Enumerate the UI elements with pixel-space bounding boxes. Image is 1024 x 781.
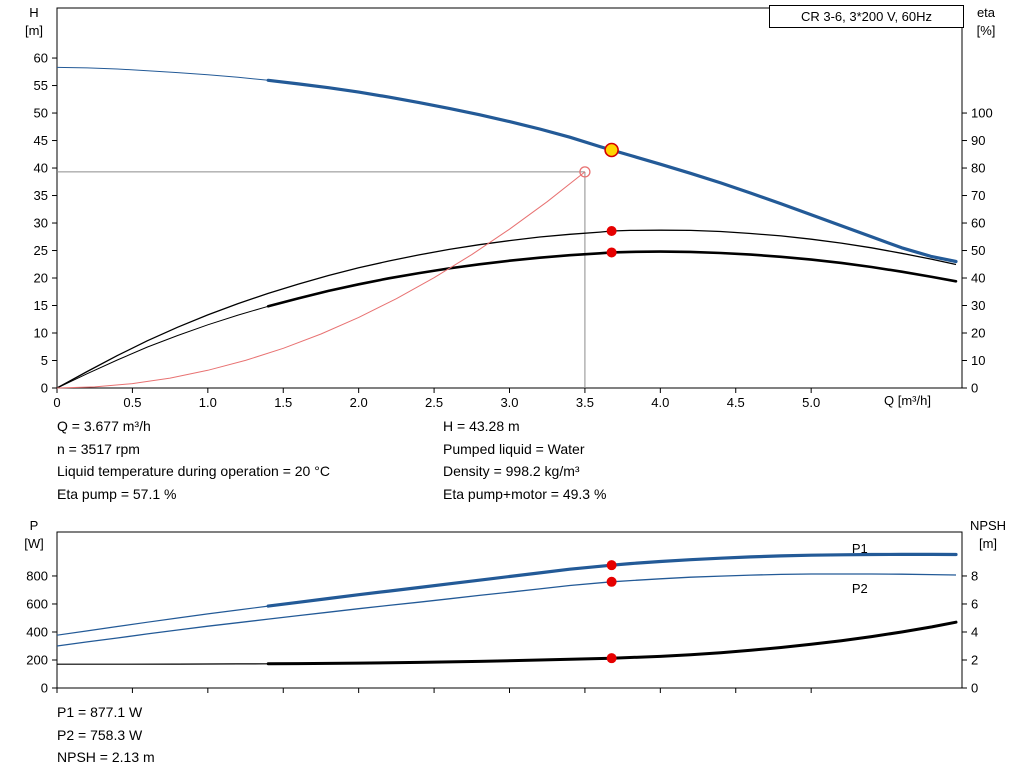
x-tick-label: 0.5 bbox=[123, 395, 141, 410]
p-axis-label-line1: P bbox=[29, 518, 39, 533]
npsh-axis-label-line1: NPSH bbox=[969, 518, 1007, 533]
npsh-axis-label: NPSH [m] bbox=[959, 517, 1017, 553]
right-tick-label: 4 bbox=[971, 624, 978, 639]
power-info: P1 = 877.1 W P2 = 758.3 W NPSH = 2.13 m bbox=[57, 701, 155, 769]
left-tick-label: 45 bbox=[34, 133, 48, 148]
info-eta-pump-motor: Eta pump+motor = 49.3 % bbox=[443, 486, 607, 503]
x-tick-label: 0 bbox=[53, 395, 60, 410]
x-tick-label: 4.0 bbox=[651, 395, 669, 410]
eta-pump-motor-curve bbox=[266, 250, 958, 308]
duty-info-right: H = 43.28 m Pumped liquid = Water Densit… bbox=[443, 415, 606, 506]
left-tick-label: 0 bbox=[41, 681, 48, 696]
right-tick-label: 80 bbox=[971, 161, 985, 176]
curve-point-marker bbox=[606, 225, 617, 236]
p1-curve-thin bbox=[56, 605, 269, 636]
right-tick-label: 40 bbox=[971, 271, 985, 286]
npsh-axis-label-line2: [m] bbox=[978, 536, 998, 551]
right-tick-label: 70 bbox=[971, 188, 985, 203]
eta-axis-label-line2: [%] bbox=[976, 23, 996, 38]
info-pumped-liquid: Pumped liquid = Water bbox=[443, 440, 585, 457]
curve-point-marker bbox=[606, 576, 617, 587]
p-axis-label: P [W] bbox=[13, 517, 55, 553]
info-flow: Q = 3.677 m³/h bbox=[57, 418, 151, 434]
left-tick-label: 40 bbox=[34, 161, 48, 176]
eta-pump-curve bbox=[56, 229, 957, 389]
info-liquid-temperature: Liquid temperature during operation = 20… bbox=[57, 463, 330, 480]
pump-title-box: CR 3-6, 3*200 V, 60Hz bbox=[769, 5, 964, 28]
eta-axis-label: eta [%] bbox=[965, 4, 1007, 40]
x-tick-label: 1.5 bbox=[274, 395, 292, 410]
head-curve-thin bbox=[56, 66, 269, 81]
left-tick-label: 15 bbox=[34, 298, 48, 313]
info-head: H = 43.28 m bbox=[443, 418, 520, 434]
x-tick-label: 4.5 bbox=[727, 395, 745, 410]
left-tick-label: 50 bbox=[34, 106, 48, 121]
right-tick-label: 50 bbox=[971, 243, 985, 258]
info-speed: n = 3517 rpm bbox=[57, 440, 140, 457]
info-npsh: NPSH = 2.13 m bbox=[57, 749, 155, 766]
eta-axis-label-line1: eta bbox=[976, 5, 996, 20]
left-tick-label: 400 bbox=[26, 624, 48, 639]
h-axis-label-line1: H bbox=[29, 5, 39, 20]
curve-point-marker bbox=[606, 560, 617, 571]
p1-curve bbox=[266, 552, 958, 608]
p2-curve bbox=[56, 573, 957, 647]
curve-point-marker bbox=[606, 247, 617, 258]
x-tick-label: 5.0 bbox=[802, 395, 820, 410]
h-axis-label-line2: [m] bbox=[24, 23, 44, 38]
info-density: Density = 998.2 kg/m³ bbox=[443, 463, 580, 480]
left-tick-label: 35 bbox=[34, 188, 48, 203]
left-tick-label: 55 bbox=[34, 78, 48, 93]
x-tick-label: 3.5 bbox=[576, 395, 594, 410]
right-tick-label: 20 bbox=[971, 326, 985, 341]
right-tick-label: 100 bbox=[971, 106, 993, 121]
duty-point-marker bbox=[604, 142, 619, 158]
duty-parabola-curve bbox=[56, 171, 586, 389]
left-tick-label: 30 bbox=[34, 216, 48, 231]
q-axis-label: Q [m³/h] bbox=[884, 393, 931, 408]
left-tick-label: 0 bbox=[41, 381, 48, 396]
npsh-curve bbox=[266, 620, 958, 666]
right-tick-label: 2 bbox=[971, 652, 978, 667]
right-tick-label: 8 bbox=[971, 568, 978, 583]
series-label-p2: P2 bbox=[852, 581, 868, 596]
x-tick-label: 3.0 bbox=[500, 395, 518, 410]
right-tick-label: 90 bbox=[971, 133, 985, 148]
requested-duty-marker bbox=[579, 166, 591, 178]
x-tick-label: 2.0 bbox=[350, 395, 368, 410]
left-tick-label: 600 bbox=[26, 596, 48, 611]
curve-point-marker bbox=[606, 653, 617, 664]
left-tick-label: 60 bbox=[34, 51, 48, 66]
right-tick-label: 10 bbox=[971, 353, 985, 368]
eta-pump-motor-curve-thin bbox=[56, 305, 269, 389]
info-p1: P1 = 877.1 W bbox=[57, 704, 143, 720]
plot-frame bbox=[56, 7, 963, 389]
info-eta-pump: Eta pump = 57.1 % bbox=[57, 486, 177, 503]
right-tick-label: 6 bbox=[971, 596, 978, 611]
right-tick-label: 30 bbox=[971, 298, 985, 313]
x-tick-label: 2.5 bbox=[425, 395, 443, 410]
left-tick-label: 20 bbox=[34, 271, 48, 286]
left-tick-label: 200 bbox=[26, 652, 48, 667]
p-axis-label-line2: [W] bbox=[24, 536, 44, 551]
right-tick-label: 0 bbox=[971, 381, 978, 396]
h-axis-label: H [m] bbox=[13, 4, 55, 40]
right-tick-label: 60 bbox=[971, 216, 985, 231]
duty-info-left: Q = 3.677 m³/h n = 3517 rpm Liquid tempe… bbox=[57, 415, 330, 506]
left-tick-label: 25 bbox=[34, 243, 48, 258]
series-label-p1: P1 bbox=[852, 541, 868, 556]
info-p2: P2 = 758.3 W bbox=[57, 726, 143, 743]
x-tick-label: 1.0 bbox=[199, 395, 217, 410]
right-tick-label: 0 bbox=[971, 681, 978, 696]
left-tick-label: 10 bbox=[34, 326, 48, 341]
left-tick-label: 5 bbox=[41, 353, 48, 368]
left-tick-label: 800 bbox=[26, 568, 48, 583]
